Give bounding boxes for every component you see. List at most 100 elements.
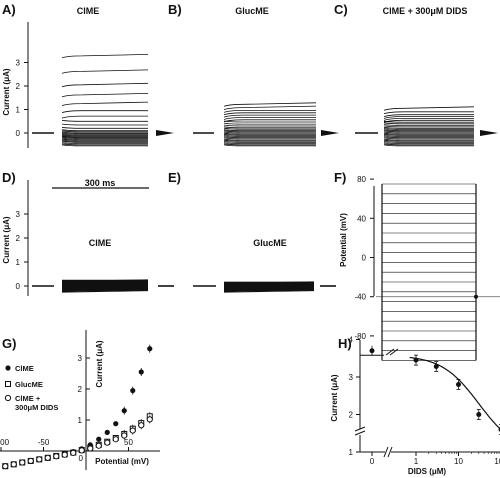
current-trace [61, 129, 148, 132]
current-trace [61, 82, 149, 88]
current-trace [61, 137, 148, 139]
current-trace [223, 143, 316, 146]
panel-a-traces [32, 54, 174, 147]
current-trace [223, 127, 316, 130]
current-trace [223, 112, 316, 116]
current-trace [383, 138, 474, 141]
data-point [456, 382, 461, 387]
current-trace [383, 137, 474, 140]
panel-a-letter: A) [2, 2, 16, 17]
panel-a-y-axis-label: Current (μA) [2, 68, 11, 115]
panel-h-x-tick-label: 1 [414, 457, 419, 466]
panel-f-letter: F) [334, 170, 346, 185]
panel-g-y-tick-label: 3 [78, 354, 83, 363]
current-trace [223, 289, 315, 292]
data-point [413, 357, 419, 363]
current-trace [223, 288, 315, 291]
current-trace [61, 281, 149, 285]
current-trace [223, 141, 316, 143]
panel-b-letter: B) [168, 2, 182, 17]
current-trace [61, 139, 148, 141]
panel-d-y-tick-label: 2 [16, 234, 21, 243]
data-point [138, 369, 144, 375]
data-point [147, 346, 153, 352]
current-trace [61, 282, 149, 285]
current-trace [383, 120, 474, 123]
data-point [138, 422, 145, 429]
data-point [369, 348, 375, 354]
panel-d-y-tick-label: 3 [16, 210, 21, 219]
data-point [61, 451, 68, 458]
current-trace [61, 101, 149, 106]
legend-entry-0 [5, 365, 11, 371]
current-trace [383, 124, 474, 126]
current-trace [61, 93, 149, 98]
panel-f-y-tick-label: 80 [357, 175, 366, 184]
data-point [10, 461, 17, 468]
current-trace [61, 290, 149, 293]
data-point [130, 387, 136, 394]
current-trace [61, 289, 149, 292]
current-trace [383, 132, 474, 135]
panel-h-y-tick-label: 2 [349, 411, 354, 420]
current-trace [223, 139, 316, 142]
legend-label-glucme: GlucME [15, 380, 43, 389]
current-trace [61, 142, 148, 144]
legend-entry-2 [4, 394, 12, 402]
current-trace [61, 119, 148, 122]
current-trace [223, 135, 316, 137]
panel-h-x-tick-label: 0 [370, 457, 375, 466]
axis-break [354, 426, 366, 436]
current-trace [223, 142, 316, 144]
data-point [121, 432, 128, 439]
current-trace [61, 141, 148, 143]
current-trace [61, 280, 149, 283]
tail-current [156, 130, 174, 136]
current-trace [383, 118, 474, 121]
current-trace [223, 285, 315, 288]
current-trace [61, 133, 148, 136]
data-point [53, 453, 60, 460]
current-trace [61, 289, 149, 293]
current-trace [61, 279, 149, 282]
panel-f-y-tick-label: -40 [354, 293, 366, 302]
current-trace [61, 143, 148, 146]
data-point [36, 456, 43, 463]
data-point [70, 449, 77, 456]
data-point [129, 427, 136, 434]
panel-h-y-tick-label: 1 [349, 448, 354, 457]
current-trace [61, 126, 148, 129]
panel-g-x-tick-label: 50 [124, 438, 133, 447]
current-trace [223, 282, 315, 285]
current-trace [383, 114, 474, 118]
data-point [19, 459, 26, 466]
legend-entry-1 [5, 381, 11, 387]
current-trace [223, 289, 315, 292]
current-trace [383, 126, 474, 129]
current-trace [61, 279, 149, 283]
current-trace [61, 283, 149, 286]
current-trace [383, 144, 474, 147]
panel-h-y-tick-label: 4 [349, 336, 354, 345]
panel-g-x-axis-label: Potential (mV) [95, 457, 149, 466]
scale-bar-label: 300 ms [85, 178, 116, 188]
panel-a-y-tick-label: 3 [16, 59, 21, 68]
current-trace [61, 284, 149, 287]
current-trace [383, 131, 474, 134]
current-trace [223, 122, 316, 125]
current-trace [61, 132, 148, 135]
current-trace [61, 131, 148, 134]
panel-d-y-tick-label: 0 [16, 282, 21, 291]
current-trace [223, 286, 315, 289]
current-trace [61, 284, 149, 287]
panel-d-title: ClME [89, 238, 112, 248]
panel-h-y-tick-label: 3 [349, 373, 354, 382]
legend-label-dids: ClME +300μM DIDS [15, 394, 58, 412]
current-trace [61, 285, 149, 288]
current-trace [383, 136, 474, 139]
current-trace [61, 110, 148, 114]
current-trace [223, 281, 315, 285]
current-trace [61, 289, 149, 292]
